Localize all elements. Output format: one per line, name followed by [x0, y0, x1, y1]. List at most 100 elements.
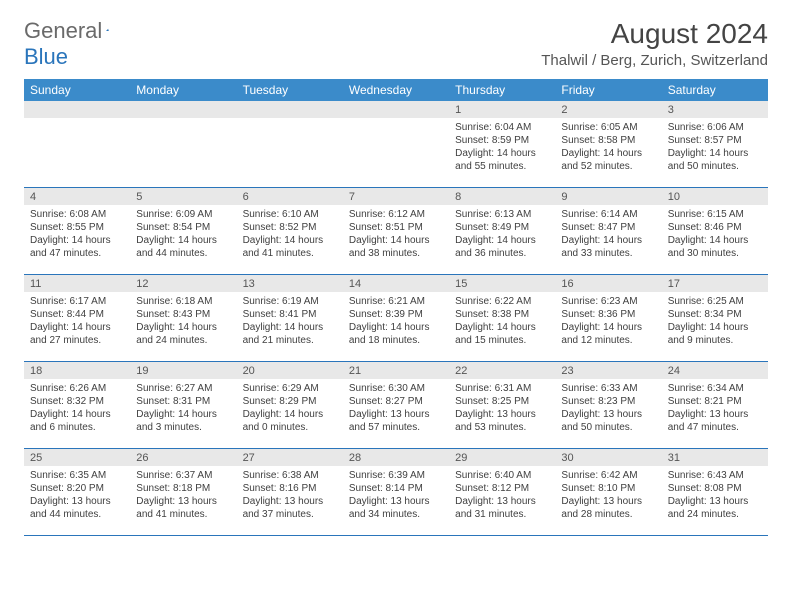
sunset-text: Sunset: 8:44 PM	[30, 308, 124, 321]
day1-text: Daylight: 13 hours	[561, 408, 655, 421]
sunset-text: Sunset: 8:16 PM	[243, 482, 337, 495]
day-number	[237, 101, 343, 118]
day-number: 29	[449, 449, 555, 466]
sunrise-text: Sunrise: 6:40 AM	[455, 469, 549, 482]
day-body: Sunrise: 6:13 AMSunset: 8:49 PMDaylight:…	[449, 205, 555, 264]
sunrise-text: Sunrise: 6:19 AM	[243, 295, 337, 308]
day-cell: 22Sunrise: 6:31 AMSunset: 8:25 PMDayligh…	[449, 362, 555, 448]
day2-text: and 55 minutes.	[455, 160, 549, 173]
day-cell: 15Sunrise: 6:22 AMSunset: 8:38 PMDayligh…	[449, 275, 555, 361]
day1-text: Daylight: 14 hours	[561, 147, 655, 160]
day-body: Sunrise: 6:26 AMSunset: 8:32 PMDaylight:…	[24, 379, 130, 438]
day-cell: 19Sunrise: 6:27 AMSunset: 8:31 PMDayligh…	[130, 362, 236, 448]
day-body: Sunrise: 6:25 AMSunset: 8:34 PMDaylight:…	[662, 292, 768, 351]
day-cell: 3Sunrise: 6:06 AMSunset: 8:57 PMDaylight…	[662, 101, 768, 187]
day2-text: and 18 minutes.	[349, 334, 443, 347]
sunset-text: Sunset: 8:43 PM	[136, 308, 230, 321]
sunset-text: Sunset: 8:41 PM	[243, 308, 337, 321]
sunrise-text: Sunrise: 6:10 AM	[243, 208, 337, 221]
day2-text: and 47 minutes.	[668, 421, 762, 434]
day-body: Sunrise: 6:18 AMSunset: 8:43 PMDaylight:…	[130, 292, 236, 351]
day1-text: Daylight: 14 hours	[30, 321, 124, 334]
day-number: 22	[449, 362, 555, 379]
day1-text: Daylight: 13 hours	[561, 495, 655, 508]
day-cell: 29 Sunrise: 6:40 AMSunset: 8:12 PMDayligh…	[449, 449, 555, 535]
day2-text: and 37 minutes.	[243, 508, 337, 521]
day1-text: Daylight: 13 hours	[455, 495, 549, 508]
day-cell: 20Sunrise: 6:29 AMSunset: 8:29 PMDayligh…	[237, 362, 343, 448]
weeks-container: 1Sunrise: 6:04 AMSunset: 8:59 PMDaylight…	[24, 101, 768, 536]
week-row: 11Sunrise: 6:17 AMSunset: 8:44 PMDayligh…	[24, 275, 768, 362]
day-number: 31	[662, 449, 768, 466]
day-number: 12	[130, 275, 236, 292]
sunrise-text: Sunrise: 6:42 AM	[561, 469, 655, 482]
day1-text: Daylight: 14 hours	[136, 234, 230, 247]
day-body: Sunrise: 6:34 AMSunset: 8:21 PMDaylight:…	[662, 379, 768, 438]
day-body: Sunrise: 6:06 AMSunset: 8:57 PMDaylight:…	[662, 118, 768, 177]
day1-text: Daylight: 14 hours	[30, 408, 124, 421]
sunset-text: Sunset: 8:54 PM	[136, 221, 230, 234]
day-number: 10	[662, 188, 768, 205]
day-number: 2	[555, 101, 661, 118]
day-number: 23	[555, 362, 661, 379]
day1-text: Daylight: 14 hours	[561, 321, 655, 334]
day1-text: Daylight: 14 hours	[136, 321, 230, 334]
day-number: 6	[237, 188, 343, 205]
header: General August 2024 Thalwil / Berg, Zuri…	[24, 18, 768, 69]
day1-text: Daylight: 14 hours	[243, 321, 337, 334]
sunrise-text: Sunrise: 6:06 AM	[668, 121, 762, 134]
day-body: Sunrise: 6:23 AMSunset: 8:36 PMDaylight:…	[555, 292, 661, 351]
sunset-text: Sunset: 8:29 PM	[243, 395, 337, 408]
day2-text: and 33 minutes.	[561, 247, 655, 260]
sunrise-text: Sunrise: 6:30 AM	[349, 382, 443, 395]
day-body: Sunrise: 6:22 AMSunset: 8:38 PMDaylight:…	[449, 292, 555, 351]
day1-text: Daylight: 13 hours	[455, 408, 549, 421]
sunset-text: Sunset: 8:52 PM	[243, 221, 337, 234]
day-cell: 13Sunrise: 6:19 AMSunset: 8:41 PMDayligh…	[237, 275, 343, 361]
day-body: Sunrise: 6:38 AMSunset: 8:16 PMDaylight:…	[237, 466, 343, 525]
day-cell: 24Sunrise: 6:34 AMSunset: 8:21 PMDayligh…	[662, 362, 768, 448]
day2-text: and 44 minutes.	[136, 247, 230, 260]
day2-text: and 28 minutes.	[561, 508, 655, 521]
day-number: 26	[130, 449, 236, 466]
day-cell: 1Sunrise: 6:04 AMSunset: 8:59 PMDaylight…	[449, 101, 555, 187]
sunset-text: Sunset: 8:12 PM	[455, 482, 549, 495]
sunset-text: Sunset: 8:20 PM	[30, 482, 124, 495]
day2-text: and 50 minutes.	[668, 160, 762, 173]
day-cell: 10Sunrise: 6:15 AMSunset: 8:46 PMDayligh…	[662, 188, 768, 274]
sunrise-text: Sunrise: 6:38 AM	[243, 469, 337, 482]
day-cell: 27Sunrise: 6:38 AMSunset: 8:16 PMDayligh…	[237, 449, 343, 535]
day-cell: 25Sunrise: 6:35 AMSunset: 8:20 PMDayligh…	[24, 449, 130, 535]
sunrise-text: Sunrise: 6:34 AM	[668, 382, 762, 395]
day-cell: 8Sunrise: 6:13 AMSunset: 8:49 PMDaylight…	[449, 188, 555, 274]
day-body: Sunrise: 6:27 AMSunset: 8:31 PMDaylight:…	[130, 379, 236, 438]
day-number	[130, 101, 236, 118]
sunset-text: Sunset: 8:36 PM	[561, 308, 655, 321]
day1-text: Daylight: 13 hours	[243, 495, 337, 508]
day-body: Sunrise: 6:31 AMSunset: 8:25 PMDaylight:…	[449, 379, 555, 438]
day-body: Sunrise: 6:33 AMSunset: 8:23 PMDaylight:…	[555, 379, 661, 438]
sunrise-text: Sunrise: 6:31 AM	[455, 382, 549, 395]
sunrise-text: Sunrise: 6:26 AM	[30, 382, 124, 395]
sunrise-text: Sunrise: 6:14 AM	[561, 208, 655, 221]
day2-text: and 41 minutes.	[243, 247, 337, 260]
day-cell: 17Sunrise: 6:25 AMSunset: 8:34 PMDayligh…	[662, 275, 768, 361]
day1-text: Daylight: 14 hours	[349, 321, 443, 334]
day1-text: Daylight: 13 hours	[668, 408, 762, 421]
sunrise-text: Sunrise: 6:23 AM	[561, 295, 655, 308]
day-number: 14	[343, 275, 449, 292]
sunrise-text: Sunrise: 6:13 AM	[455, 208, 549, 221]
week-row: 18Sunrise: 6:26 AMSunset: 8:32 PMDayligh…	[24, 362, 768, 449]
day-number: 9	[555, 188, 661, 205]
calendar: Sunday Monday Tuesday Wednesday Thursday…	[24, 79, 768, 536]
day-number	[24, 101, 130, 118]
day-number: 30	[555, 449, 661, 466]
weekday-header: Sunday Monday Tuesday Wednesday Thursday…	[24, 79, 768, 101]
day2-text: and 30 minutes.	[668, 247, 762, 260]
day-cell: 9Sunrise: 6:14 AMSunset: 8:47 PMDaylight…	[555, 188, 661, 274]
day-cell: 16Sunrise: 6:23 AMSunset: 8:36 PMDayligh…	[555, 275, 661, 361]
sunrise-text: Sunrise: 6:33 AM	[561, 382, 655, 395]
day-body: Sunrise: 6:14 AMSunset: 8:47 PMDaylight:…	[555, 205, 661, 264]
day-number: 25	[24, 449, 130, 466]
sunrise-text: Sunrise: 6:05 AM	[561, 121, 655, 134]
